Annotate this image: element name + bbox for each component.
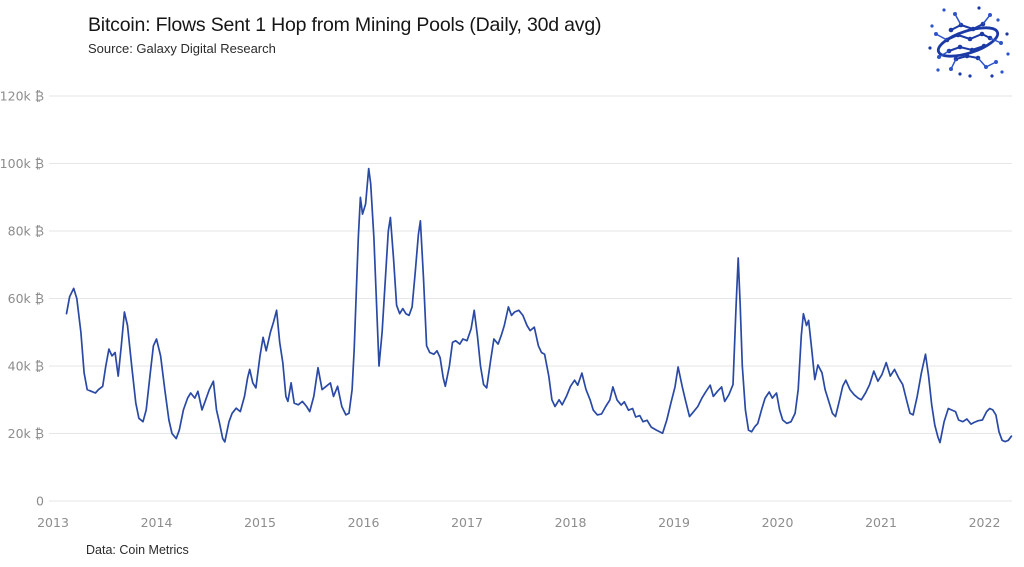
logo-shape bbox=[964, 53, 970, 59]
logo-shape bbox=[948, 27, 954, 33]
logo-shape bbox=[989, 37, 1002, 44]
x-tick-label: 2015 bbox=[244, 515, 276, 530]
logo-shape bbox=[934, 32, 938, 36]
logo-shape bbox=[970, 26, 976, 32]
y-tick-label: 20k ₿ bbox=[8, 426, 44, 441]
y-tick-label: 0 bbox=[36, 494, 44, 509]
logo-shape bbox=[928, 46, 932, 50]
x-tick-label: 2017 bbox=[451, 515, 483, 530]
logo-shape bbox=[953, 12, 957, 16]
logo-shape bbox=[967, 36, 973, 42]
logo-shape bbox=[937, 55, 941, 59]
x-tick-label: 2013 bbox=[37, 515, 69, 530]
logo-shape bbox=[979, 31, 985, 37]
x-tick-label: 2021 bbox=[865, 515, 897, 530]
page-title: Bitcoin: Flows Sent 1 Hop from Mining Po… bbox=[88, 14, 602, 36]
logo-shape bbox=[936, 26, 1000, 58]
logo-shape bbox=[1000, 70, 1004, 74]
logo-shape bbox=[990, 74, 994, 78]
logo-shape bbox=[930, 24, 934, 28]
x-tick-label: 2019 bbox=[658, 515, 690, 530]
logo-shape bbox=[996, 18, 1000, 22]
logo-shape bbox=[977, 6, 981, 10]
logo-shape bbox=[936, 68, 940, 72]
y-tick-label: 40k ₿ bbox=[8, 359, 44, 374]
logo-shape bbox=[935, 33, 948, 41]
data-credit: Data: Coin Metrics bbox=[86, 543, 189, 557]
logo-shape bbox=[1005, 32, 1009, 36]
logo-shape bbox=[994, 60, 998, 64]
logo-shape bbox=[948, 45, 985, 52]
logo-shape bbox=[958, 72, 962, 76]
logo-shape bbox=[955, 32, 961, 38]
x-tick-label: 2014 bbox=[141, 515, 173, 530]
logo-shape bbox=[1006, 52, 1010, 56]
x-tick-label: 2016 bbox=[348, 515, 380, 530]
logo-shape bbox=[954, 13, 962, 26]
y-tick-label: 100k ₿ bbox=[0, 156, 44, 171]
logo-shape bbox=[942, 8, 946, 12]
x-tick-label: 2022 bbox=[969, 515, 1001, 530]
logo-shape bbox=[977, 57, 987, 68]
x-tick-label: 2020 bbox=[762, 515, 794, 530]
logo-shape bbox=[988, 13, 992, 17]
galaxy-digital-logo-icon bbox=[928, 6, 1010, 78]
data-series-line bbox=[65, 167, 1013, 444]
logo-shape bbox=[968, 74, 972, 78]
logo-shape bbox=[957, 44, 963, 50]
logo-shape bbox=[950, 23, 984, 31]
logo-shape bbox=[981, 43, 987, 49]
logo-shape bbox=[999, 41, 1003, 45]
x-tick-label: 2018 bbox=[555, 515, 587, 530]
y-tick-label: 120k ₿ bbox=[0, 89, 44, 104]
chart-source-subtitle: Source: Galaxy Digital Research bbox=[88, 41, 276, 56]
logo-shape bbox=[949, 67, 953, 71]
y-tick-label: 80k ₿ bbox=[8, 224, 44, 239]
logo-shape bbox=[969, 47, 975, 53]
y-tick-label: 60k ₿ bbox=[8, 291, 44, 306]
